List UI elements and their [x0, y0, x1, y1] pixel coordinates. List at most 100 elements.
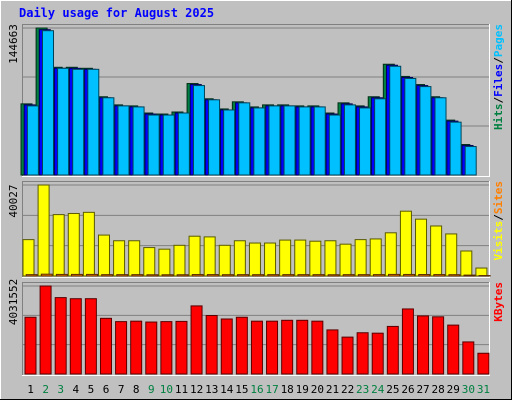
bar-requests-pages-1 — [26, 105, 39, 176]
x-tick-label-1: 1 — [27, 383, 34, 396]
bar-visitors-visits-15 — [233, 240, 246, 277]
x-tick-label-19: 19 — [296, 383, 309, 396]
bar-kbytes-kbytes-12 — [190, 305, 203, 375]
bar-kbytes-kbytes-27 — [417, 315, 430, 375]
bar-visitors-visits-18 — [279, 239, 292, 277]
bar-visitors-sites-20 — [312, 274, 325, 277]
bar-visitors-sites-14 — [221, 274, 234, 277]
x-tick-label-13: 13 — [205, 383, 218, 396]
bar-visitors-sites-8 — [131, 274, 144, 277]
bar-visitors-sites-1 — [25, 274, 38, 277]
bar-requests-pages-20 — [313, 106, 326, 176]
bar-requests-pages-9 — [147, 114, 160, 176]
legend-entry-hits: Hits — [492, 104, 505, 131]
x-tick-label-23: 23 — [356, 383, 369, 396]
bar-kbytes-kbytes-19 — [296, 319, 309, 375]
bar-visitors-sites-2 — [40, 273, 53, 277]
bar-kbytes-kbytes-5 — [84, 298, 97, 375]
bar-kbytes-kbytes-6 — [99, 317, 112, 375]
x-tick-label-9: 9 — [148, 383, 155, 396]
legend-entry-visits: Visits — [492, 221, 505, 261]
bar-kbytes-kbytes-25 — [386, 325, 399, 375]
bar-requests-pages-4 — [72, 68, 85, 176]
x-tick-label-5: 5 — [88, 383, 95, 396]
bar-kbytes-kbytes-20 — [311, 320, 324, 375]
bar-visitors-visits-19 — [294, 239, 307, 277]
bar-visitors-sites-13 — [206, 274, 219, 277]
x-tick-label-14: 14 — [220, 383, 234, 396]
bar-visitors-visits-27 — [415, 218, 428, 277]
bar-requests-pages-12 — [192, 85, 205, 176]
x-tick-label-28: 28 — [432, 383, 445, 396]
bar-visitors-visits-9 — [143, 247, 156, 277]
bar-visitors-sites-11 — [176, 274, 189, 277]
panel-kbytes: 4031552 KBytes — [7, 279, 505, 376]
bar-kbytes-kbytes-31 — [477, 352, 490, 375]
bar-visitors-visits-21 — [324, 240, 337, 277]
bar-kbytes-kbytes-11 — [175, 320, 188, 375]
bar-requests-pages-28 — [434, 97, 447, 176]
bar-visitors-visits-4 — [67, 212, 80, 277]
bar-visitors-sites-24 — [372, 274, 385, 277]
x-tick-label-31: 31 — [477, 383, 490, 396]
bar-visitors-sites-18 — [282, 274, 295, 277]
bar-visitors-visits-25 — [384, 232, 397, 277]
bar-kbytes-kbytes-30 — [462, 341, 475, 375]
bar-visitors-sites-28 — [433, 274, 446, 277]
bar-requests-pages-30 — [464, 146, 477, 176]
bar-visitors-visits-26 — [399, 210, 412, 277]
bar-requests-pages-24 — [374, 98, 387, 176]
x-tick-label-2: 2 — [42, 383, 49, 396]
bar-requests-pages-2 — [41, 30, 54, 176]
bar-visitors-visits-8 — [128, 240, 141, 277]
legend-entry-pages: Pages — [492, 24, 505, 57]
legend-entry-files: Files — [492, 64, 505, 97]
bar-requests-pages-15 — [238, 102, 251, 176]
bar-visitors-sites-4 — [70, 273, 83, 277]
bar-visitors-visits-30 — [460, 250, 473, 277]
x-tick-label-21: 21 — [326, 383, 339, 396]
bar-kbytes-kbytes-17 — [266, 320, 279, 375]
x-tick-label-18: 18 — [281, 383, 294, 396]
bar-kbytes-kbytes-24 — [371, 332, 384, 375]
x-tick-label-4: 4 — [73, 383, 80, 396]
bar-visitors-visits-3 — [52, 214, 65, 277]
x-tick-label-25: 25 — [386, 383, 399, 396]
bar-kbytes-kbytes-9 — [145, 321, 158, 375]
bar-visitors-sites-10 — [161, 274, 174, 277]
bar-kbytes-kbytes-18 — [281, 319, 294, 375]
bar-requests-pages-22 — [343, 104, 356, 176]
x-tick-label-30: 30 — [462, 383, 475, 396]
panel-visitors: 40027 Visits/Sites — [7, 181, 505, 278]
x-tick-label-26: 26 — [401, 383, 414, 396]
bar-requests-pages-29 — [449, 121, 462, 176]
x-tick-label-16: 16 — [250, 383, 263, 396]
bar-kbytes-kbytes-16 — [250, 320, 263, 375]
bar-visitors-visits-10 — [158, 248, 171, 277]
legend-separator: / — [492, 214, 505, 221]
max-value-label-kbytes: 4031552 — [7, 279, 20, 325]
bar-visitors-sites-17 — [267, 274, 280, 277]
bar-visitors-visits-13 — [203, 236, 216, 277]
bar-visitors-sites-30 — [463, 274, 476, 277]
x-tick-label-12: 12 — [190, 383, 203, 396]
bar-kbytes-kbytes-21 — [326, 329, 339, 375]
bar-kbytes-kbytes-10 — [160, 321, 173, 375]
bar-visitors-visits-5 — [82, 211, 95, 277]
bar-visitors-sites-6 — [101, 274, 114, 277]
bar-requests-pages-11 — [177, 112, 190, 176]
bar-requests-pages-21 — [328, 114, 341, 176]
bar-visitors-sites-27 — [418, 274, 431, 277]
bar-kbytes-kbytes-3 — [54, 297, 67, 375]
x-tick-label-22: 22 — [341, 383, 354, 396]
bar-requests-pages-5 — [87, 68, 100, 176]
bar-visitors-visits-23 — [354, 239, 367, 277]
bar-visitors-visits-31 — [475, 267, 488, 277]
x-tick-label-7: 7 — [118, 383, 125, 396]
bar-visitors-sites-15 — [237, 274, 250, 277]
bar-visitors-visits-1 — [22, 239, 35, 277]
bar-requests-pages-18 — [283, 105, 296, 176]
bar-visitors-sites-5 — [86, 273, 99, 277]
